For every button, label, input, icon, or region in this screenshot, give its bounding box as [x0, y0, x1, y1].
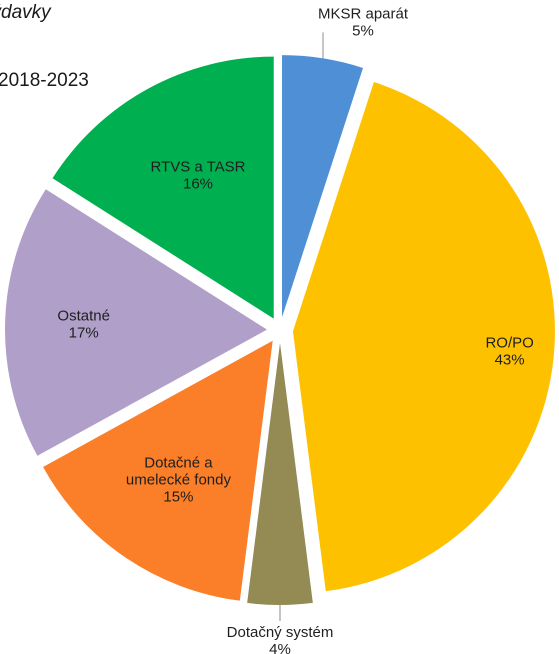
- slice-label-ostatne: Ostatné 17%: [57, 307, 110, 341]
- slice-percent-mksr-aparat: 5%: [352, 22, 374, 39]
- slice-name-ro-po: RO/PO: [485, 334, 533, 351]
- slice-name-ostatne: Ostatné: [57, 307, 110, 324]
- slice-name-rtvs-a-tasr: RTVS a TASR: [150, 158, 245, 175]
- pie-slice-ostatne: [5, 189, 268, 456]
- slice-percent-dotacny-system: 4%: [269, 641, 291, 654]
- slice-label-mksr-aparat: MKSR aparát 5%: [318, 5, 409, 39]
- slice-label-dotacny-system: Dotačný systém 4%: [227, 624, 334, 654]
- pie-slice-rtvs-a-tasr: [52, 56, 274, 319]
- slice-percent-ostatne: 17%: [69, 324, 99, 341]
- chart-title-line-2: 2018-2023: [0, 70, 89, 91]
- chart-title-line-1: výdavky: [0, 2, 51, 23]
- slice-percent-rtvs-a-tasr: 16%: [183, 175, 213, 192]
- pie-slice-dotacny-system: [247, 343, 313, 605]
- slice-percent-dotacne-a-umelecke-fondy: 15%: [163, 488, 193, 505]
- slice-percent-ro-po: 43%: [495, 351, 525, 368]
- slice-name-dotacny-system: Dotačný systém: [227, 624, 334, 641]
- slice-label-dotacne-a-umelecke-fondy: Dotačné a umelecké fondy 15%: [126, 454, 232, 505]
- slice-name-dotacne-a-umelecke-fondy: umelecké fondy: [126, 471, 232, 488]
- slice-label-ro-po: RO/PO 43%: [485, 334, 533, 368]
- pie-slice-dotacne-a-umelecke-fondy: [43, 340, 273, 601]
- slice-name-mksr-aparat: MKSR aparát: [318, 5, 409, 22]
- slice-name-dotacne-a-umelecke-fondy: Dotačné a: [144, 454, 213, 471]
- slice-label-rtvs-a-tasr: RTVS a TASR 16%: [150, 158, 245, 192]
- pie-slice-ro-po: [292, 82, 555, 592]
- pie-slice-mksr-aparat: [282, 55, 363, 318]
